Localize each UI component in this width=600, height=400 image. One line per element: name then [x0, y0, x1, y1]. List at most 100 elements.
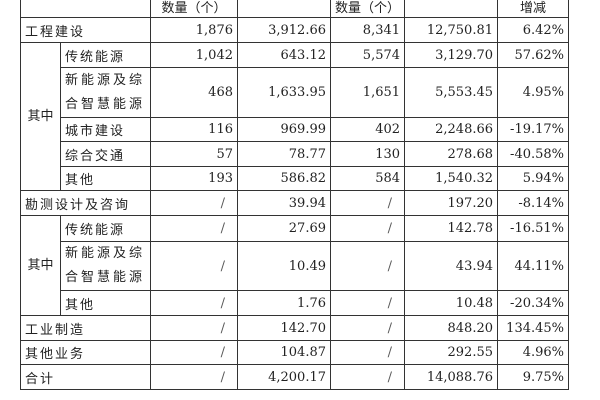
change-cell: -19.17%: [497, 117, 570, 142]
amount-cell: 292.55: [404, 340, 499, 365]
header-category: [20, 0, 151, 18]
table-row-total: 合计 / 4,200.17 / 14,088.76 9.75%: [20, 364, 570, 390]
amount-cell: 2,248.66: [404, 117, 499, 142]
table-row-survey-new-energy: 新能源及综合智慧能源 / 10.49 / 43.94 44.11%: [21, 241, 570, 291]
change-cell: 6.42%: [497, 17, 570, 43]
change-cell: -20.34%: [497, 290, 570, 316]
row-label: 传统能源: [60, 42, 151, 68]
count-cell: /: [150, 215, 238, 242]
row-label: 工程建设: [20, 17, 151, 43]
row-label: 新能源及综合智慧能源: [60, 67, 151, 118]
change-cell: -40.58%: [497, 141, 570, 167]
count-cell: 5,574: [329, 42, 406, 68]
contracts-table: 数量（个） 数量（个） 增减 工程建设 1,876 3,912.66 8,341…: [20, 0, 570, 390]
table-row-eng-urban: 城市建设 116 969.99 402 2,248.66 -19.17%: [21, 117, 570, 142]
amount-cell: 10.49: [237, 241, 331, 291]
count-cell: 193: [150, 166, 238, 191]
change-cell: 4.95%: [497, 67, 570, 118]
row-label: 综合交通: [60, 141, 151, 167]
amount-cell: 142.70: [237, 315, 331, 341]
row-label: 城市建设: [60, 117, 151, 142]
table-row-eng-new-energy: 新能源及综合智慧能源 468 1,633.95 1,651 5,553.45 4…: [21, 67, 570, 118]
count-cell: /: [329, 190, 406, 216]
amount-cell: 142.78: [404, 215, 499, 242]
count-cell: /: [150, 364, 238, 390]
amount-cell: 197.20: [404, 190, 499, 216]
row-label: 其他: [60, 166, 151, 191]
header-amount-2: [404, 0, 499, 18]
table-row-other-business: 其他业务 / 104.87 / 292.55 4.96%: [20, 340, 570, 365]
amount-cell: 586.82: [237, 166, 331, 191]
amount-cell: 3,129.70: [404, 42, 499, 68]
row-label: 其他: [60, 290, 151, 316]
header-amount-1: [237, 0, 331, 18]
amount-cell: 1.76: [237, 290, 331, 316]
count-cell: /: [150, 340, 238, 365]
header-count-1: 数量（个）: [150, 0, 238, 18]
group-label: 其中: [20, 42, 61, 191]
table-row-eng-transport: 综合交通 57 78.77 130 278.68 -40.58%: [21, 141, 570, 167]
change-cell: 57.62%: [497, 42, 570, 68]
table-row-industrial: 工业制造 / 142.70 / 848.20 134.45%: [20, 315, 570, 341]
row-label: 新能源及综合智慧能源: [60, 241, 151, 291]
change-cell: -8.14%: [497, 190, 570, 216]
count-cell: 130: [329, 141, 406, 167]
row-label: 其他业务: [20, 340, 151, 365]
count-cell: /: [150, 241, 238, 291]
amount-cell: 27.69: [237, 215, 331, 242]
count-cell: /: [150, 190, 238, 216]
table-row-eng-traditional: 其中 传统能源 1,042 643.12 5,574 3,129.70 57.6…: [20, 42, 570, 191]
count-cell: 8,341: [329, 17, 406, 43]
amount-cell: 3,912.66: [237, 17, 331, 43]
table-row-survey-traditional: 其中 传统能源 / 27.69 / 142.78 -16.51%: [20, 215, 570, 316]
table-row-engineering: 工程建设 1,876 3,912.66 8,341 12,750.81 6.42…: [20, 17, 570, 43]
amount-cell: 78.77: [237, 141, 331, 167]
count-cell: 57: [150, 141, 238, 167]
amount-cell: 12,750.81: [404, 17, 499, 43]
row-label: 传统能源: [60, 215, 151, 242]
count-cell: 116: [150, 117, 238, 142]
count-cell: /: [150, 315, 238, 341]
header-change: 增减: [497, 0, 570, 18]
amount-cell: 969.99: [237, 117, 331, 142]
amount-cell: 39.94: [237, 190, 331, 216]
amount-cell: 43.94: [404, 241, 499, 291]
table-row-eng-other: 其他 193 586.82 584 1,540.32 5.94%: [21, 166, 570, 191]
amount-cell: 848.20: [404, 315, 499, 341]
amount-cell: 643.12: [237, 42, 331, 68]
change-cell: 4.96%: [497, 340, 570, 365]
row-label: 勘测设计及咨询: [20, 190, 151, 216]
count-cell: 1,651: [329, 67, 406, 118]
count-cell: /: [329, 315, 406, 341]
amount-cell: 14,088.76: [404, 364, 499, 390]
count-cell: 1,042: [150, 42, 238, 68]
header-count-2: 数量（个）: [329, 0, 406, 18]
table-row-survey-other: 其他 / 1.76 / 10.48 -20.34%: [21, 290, 570, 316]
count-cell: 1,876: [150, 17, 238, 43]
amount-cell: 4,200.17: [237, 364, 331, 390]
change-cell: 44.11%: [497, 241, 570, 291]
count-cell: /: [150, 290, 238, 316]
amount-cell: 5,553.45: [404, 67, 499, 118]
count-cell: /: [329, 215, 406, 242]
change-cell: 134.45%: [497, 315, 570, 341]
count-cell: /: [329, 340, 406, 365]
count-cell: /: [329, 364, 406, 390]
group-label: 其中: [20, 215, 61, 316]
amount-cell: 10.48: [404, 290, 499, 316]
amount-cell: 1,540.32: [404, 166, 499, 191]
amount-cell: 104.87: [237, 340, 331, 365]
amount-cell: 1,633.95: [237, 67, 331, 118]
table-row-survey: 勘测设计及咨询 / 39.94 / 197.20 -8.14%: [20, 190, 570, 216]
row-label: 合计: [20, 364, 151, 390]
header-row: 数量（个） 数量（个） 增减: [20, 0, 570, 18]
count-cell: /: [329, 241, 406, 291]
count-cell: 584: [329, 166, 406, 191]
count-cell: 468: [150, 67, 238, 118]
row-label: 工业制造: [20, 315, 151, 341]
count-cell: 402: [329, 117, 406, 142]
change-cell: 5.94%: [497, 166, 570, 191]
change-cell: 9.75%: [497, 364, 570, 390]
amount-cell: 278.68: [404, 141, 499, 167]
count-cell: /: [329, 290, 406, 316]
